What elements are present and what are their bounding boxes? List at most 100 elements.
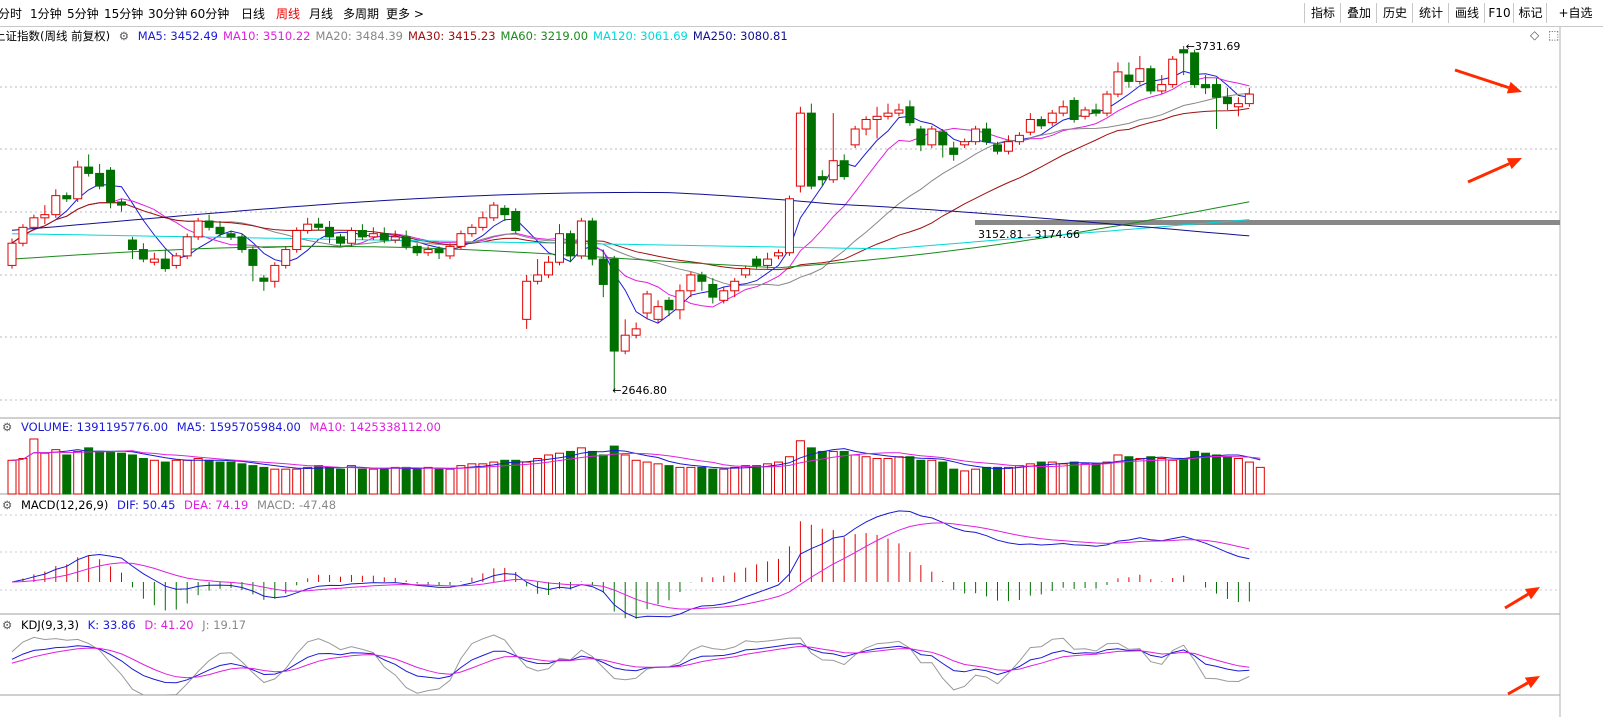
timeframe-tab[interactable]: 60分钟	[190, 7, 230, 21]
timeframe-tab[interactable]: 多周期	[343, 7, 380, 21]
tool-button[interactable]: 标记	[1513, 3, 1547, 23]
kdj-j-line	[11, 634, 1250, 696]
volume-bar	[401, 466, 411, 495]
volume-bar	[117, 452, 126, 495]
volume-bar	[1058, 463, 1068, 495]
ma-legend-item: MA20: 3484.39	[315, 29, 403, 43]
volume-bar	[598, 454, 608, 495]
candle	[905, 106, 915, 124]
candle	[117, 201, 126, 206]
candle	[7, 242, 17, 266]
volume-bar	[1047, 461, 1057, 495]
timeframe-tab[interactable]: 月线	[309, 7, 334, 21]
timeframe-tab[interactable]: 5分钟	[67, 7, 99, 21]
pin-icon[interactable]: ◇	[1530, 28, 1540, 42]
volume-bar	[522, 461, 532, 495]
tool-button[interactable]: 指标	[1304, 3, 1341, 23]
volume-bar	[1146, 456, 1156, 495]
candle	[40, 214, 50, 219]
volume-bar	[1135, 458, 1145, 495]
volume-bar	[160, 461, 170, 495]
kdj-panel	[11, 634, 1250, 696]
arrow-shaft	[1467, 162, 1510, 184]
candle	[916, 128, 926, 146]
candle	[401, 236, 411, 247]
timeframe-tab[interactable]: 分时	[0, 7, 23, 21]
candle	[127, 239, 137, 251]
tool-button[interactable]: F10	[1484, 3, 1514, 23]
volume-bar	[248, 465, 258, 495]
tool-button[interactable]: 画线	[1448, 3, 1485, 23]
candle	[1244, 93, 1254, 105]
candle	[686, 274, 696, 292]
kdj-k: K: 33.86	[87, 618, 136, 632]
volume-bar	[1025, 463, 1035, 495]
main-legend: 上证指数(周线 前复权) ⚙ MA5: 3452.49 MA10: 3510.22…	[0, 28, 798, 44]
arrow-icon	[1524, 587, 1540, 600]
candle	[51, 195, 61, 216]
candle	[752, 258, 762, 266]
volume-bar	[1124, 456, 1134, 495]
candle	[741, 268, 751, 276]
tool-button[interactable]: 历史	[1376, 3, 1413, 23]
dea-line	[11, 522, 1250, 610]
timeframe-tab[interactable]: 日线	[241, 7, 266, 21]
candle	[182, 236, 192, 257]
settings-icon[interactable]: ⚙	[118, 29, 130, 43]
candle	[18, 226, 28, 244]
volume-bar	[653, 463, 663, 495]
volume-bar	[642, 461, 652, 495]
grid	[0, 27, 1561, 717]
ma20-line	[11, 92, 1250, 287]
candle	[784, 198, 794, 254]
candle	[708, 283, 718, 298]
timeframe-tab[interactable]: 更多 >	[386, 7, 424, 21]
candle	[1047, 112, 1057, 124]
timeframe-tab[interactable]: 30分钟	[148, 7, 188, 21]
ma250-line	[11, 191, 1250, 237]
candle	[259, 277, 269, 282]
volume-bar	[1080, 463, 1090, 495]
candle	[1014, 134, 1024, 143]
candle	[1080, 109, 1090, 117]
timeframe-tab[interactable]: 1分钟	[30, 7, 62, 21]
volume-bar	[445, 468, 455, 495]
volume-bar	[489, 461, 499, 495]
volume-bar	[839, 450, 849, 495]
volume-bar	[270, 468, 280, 495]
volume-bar	[18, 458, 28, 495]
candle	[587, 220, 597, 260]
macd-title: MACD(12,26,9)	[20, 498, 109, 512]
timeframe-tab[interactable]: 15分钟	[104, 7, 144, 21]
candle	[894, 109, 904, 114]
tool-button[interactable]: 叠加	[1340, 3, 1377, 23]
volume-bar	[533, 458, 543, 495]
price-chart[interactable]: ←3731.69 ←2646.80 3152.81 - 3174.66	[0, 27, 1603, 717]
tool-button[interactable]: +自选	[1546, 3, 1603, 23]
volume-bar	[927, 459, 937, 495]
volume-bar	[905, 456, 915, 495]
macd-panel	[11, 510, 1250, 619]
candle	[336, 236, 345, 244]
settings-icon[interactable]: ⚙	[2, 618, 13, 632]
settings-icon[interactable]: ⚙	[2, 420, 13, 434]
candle	[763, 258, 773, 266]
timeframe-tab[interactable]: 周线	[276, 7, 301, 21]
candle	[872, 115, 882, 120]
layout-icon[interactable]: ⬚	[1548, 28, 1560, 42]
candle	[1069, 99, 1079, 120]
kdj-legend: ⚙ KDJ(9,3,3) K: 33.86 D: 41.20 J: 19.17	[2, 618, 251, 632]
tool-button[interactable]: 统计	[1412, 3, 1449, 23]
volume-legend: ⚙ VOLUME: 1391195776.00 MA5: 1595705984.…	[2, 420, 446, 434]
candle	[1113, 71, 1123, 95]
candle	[817, 176, 827, 181]
volume-bar	[960, 470, 970, 495]
volume-bar	[259, 466, 269, 495]
volume-bar	[325, 466, 335, 495]
candle	[511, 210, 521, 232]
settings-icon[interactable]: ⚙	[2, 498, 13, 512]
candle	[160, 258, 170, 270]
candle	[478, 217, 488, 228]
candle	[1212, 84, 1221, 98]
candle	[106, 169, 116, 203]
